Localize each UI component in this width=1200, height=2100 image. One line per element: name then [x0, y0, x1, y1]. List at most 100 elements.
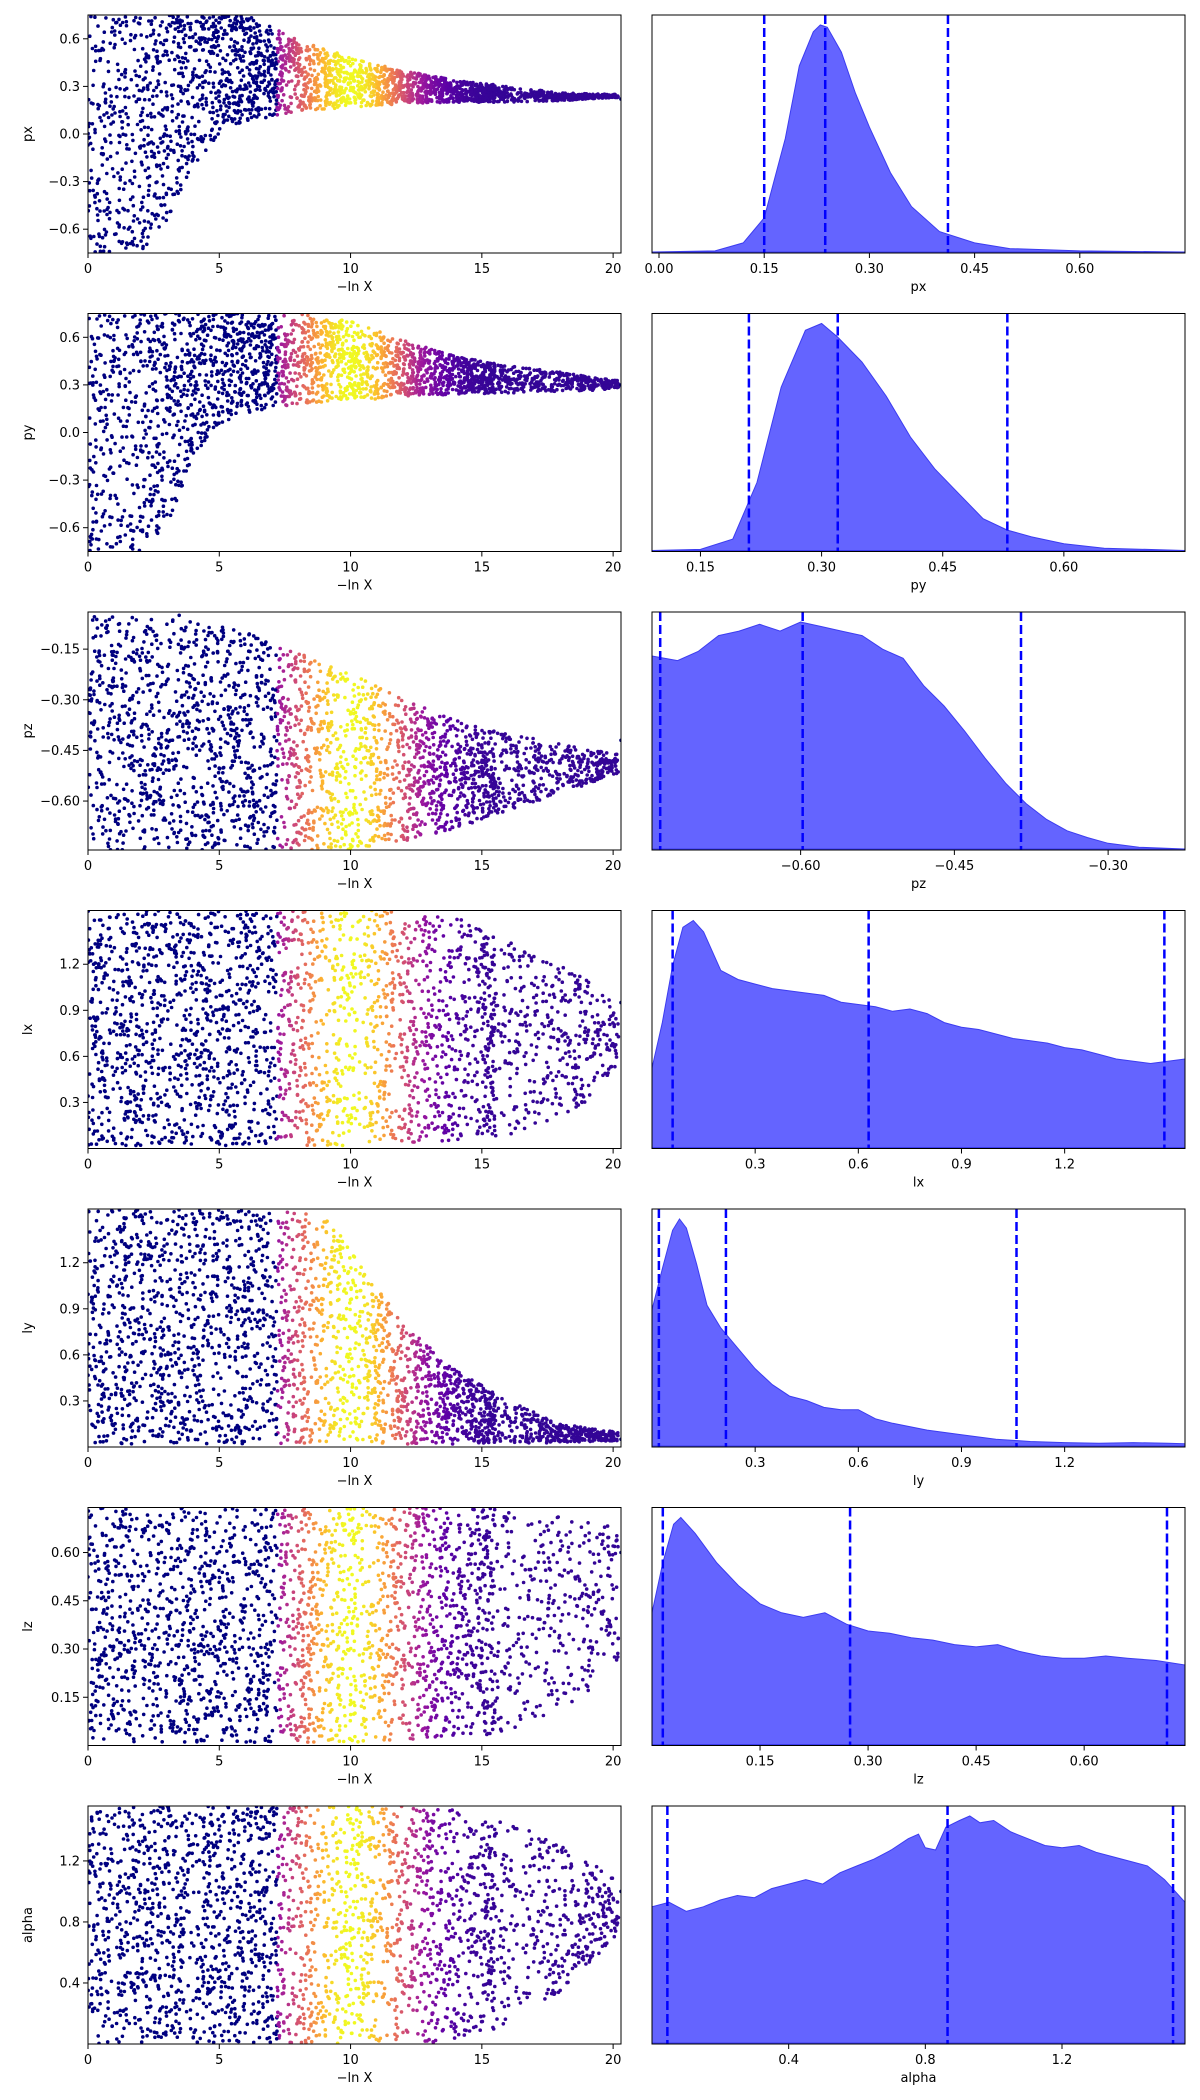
- scatter-point: [120, 435, 124, 439]
- scatter-point: [107, 216, 112, 221]
- scatter-point: [138, 448, 143, 452]
- scatter-point: [284, 111, 288, 115]
- scatter-point: [88, 548, 92, 552]
- scatter-point: [93, 59, 98, 64]
- scatter-point: [234, 121, 238, 126]
- scatter-point: [178, 144, 183, 148]
- scatter-point: [445, 368, 450, 373]
- scatter-point: [88, 34, 92, 38]
- scatter-point: [105, 334, 110, 338]
- scatter-point: [221, 115, 225, 119]
- scatter-point: [157, 33, 161, 37]
- scatter-point: [481, 92, 486, 97]
- scatter-point: [102, 124, 107, 129]
- scatter-point: [164, 375, 169, 379]
- scatter-points-px: [88, 15, 620, 253]
- scatter-point: [555, 98, 560, 103]
- scatter-point: [148, 487, 153, 491]
- scatter-point: [154, 528, 159, 533]
- scatter-point: [518, 90, 523, 95]
- scatter-point: [487, 88, 492, 92]
- scatter-point: [291, 50, 296, 55]
- scatter-point: [423, 380, 427, 385]
- scatter-point: [135, 331, 139, 335]
- scatter-point: [336, 375, 340, 379]
- scatter-point: [281, 93, 286, 97]
- scatter-point: [180, 483, 184, 488]
- scatter-point: [154, 180, 158, 185]
- scatter-point: [139, 207, 143, 212]
- scatter-point: [146, 220, 151, 224]
- scatter-point: [336, 361, 340, 365]
- scatter-point: [160, 174, 165, 178]
- scatter-point: [91, 393, 96, 397]
- scatter-point: [213, 355, 218, 360]
- scatter-point: [266, 70, 271, 75]
- scatter-point: [485, 365, 490, 370]
- scatter-point: [338, 74, 343, 79]
- scatter-point: [135, 483, 139, 487]
- scatter-point: [130, 132, 135, 137]
- scatter-point: [163, 80, 167, 85]
- scatter-point: [355, 92, 360, 96]
- scatter-point: [303, 70, 308, 74]
- scatter-point: [164, 361, 168, 366]
- scatter-point: [108, 374, 112, 379]
- scatter-point: [124, 23, 129, 28]
- scatter-point: [372, 84, 376, 89]
- scatter-point: [135, 455, 140, 460]
- scatter-point: [155, 348, 159, 353]
- scatter-point: [454, 95, 459, 100]
- scatter-point: [162, 203, 167, 207]
- scatter-point: [118, 178, 122, 182]
- scatter-point: [215, 109, 219, 113]
- scatter-point: [322, 373, 326, 377]
- scatter-point: [359, 84, 364, 89]
- scatter-point: [220, 386, 224, 390]
- scatter-point: [168, 406, 172, 410]
- scatter-point: [457, 100, 461, 104]
- scatter-point: [91, 102, 95, 106]
- scatter-point: [495, 99, 500, 104]
- scatter-point: [263, 393, 267, 398]
- scatter-point: [172, 331, 177, 336]
- scatter-point: [88, 416, 92, 420]
- scatter-point: [452, 380, 457, 385]
- scatter-point: [171, 83, 176, 87]
- scatter-point: [348, 381, 352, 386]
- scatter-point: [241, 54, 245, 59]
- scatter-point: [323, 75, 328, 79]
- scatter-point: [210, 37, 214, 42]
- scatter-point: [221, 325, 226, 330]
- scatter-point: [399, 90, 404, 95]
- scatter-point: [215, 397, 220, 401]
- scatter-point: [260, 407, 264, 412]
- scatter-point: [113, 111, 117, 115]
- scatter-point: [418, 353, 423, 358]
- scatter-point: [131, 452, 135, 457]
- scatter-point: [116, 518, 120, 522]
- scatter-point: [115, 94, 119, 99]
- scatter-point: [220, 36, 225, 41]
- scatter-point: [267, 387, 272, 391]
- scatter-point: [88, 534, 93, 539]
- scatter-point: [238, 87, 243, 91]
- scatter-point: [375, 366, 380, 370]
- scatter-point: [115, 221, 120, 225]
- scatter-point: [390, 98, 395, 103]
- scatter-point: [331, 81, 336, 85]
- marginal-frame-px: [651, 14, 1186, 254]
- scatter-point: [291, 363, 296, 367]
- scatter-point: [333, 352, 338, 356]
- scatter-point: [133, 69, 137, 73]
- scatter-point: [417, 73, 421, 78]
- scatter-y-label: px: [21, 126, 36, 142]
- scatter-point: [240, 93, 244, 98]
- scatter-point: [168, 134, 172, 138]
- y-tick-label: −0.3: [48, 175, 80, 190]
- scatter-point: [482, 391, 487, 396]
- scatter-point: [231, 329, 236, 334]
- scatter-point: [279, 57, 284, 61]
- scatter-point: [93, 349, 98, 354]
- scatter-point: [266, 372, 270, 377]
